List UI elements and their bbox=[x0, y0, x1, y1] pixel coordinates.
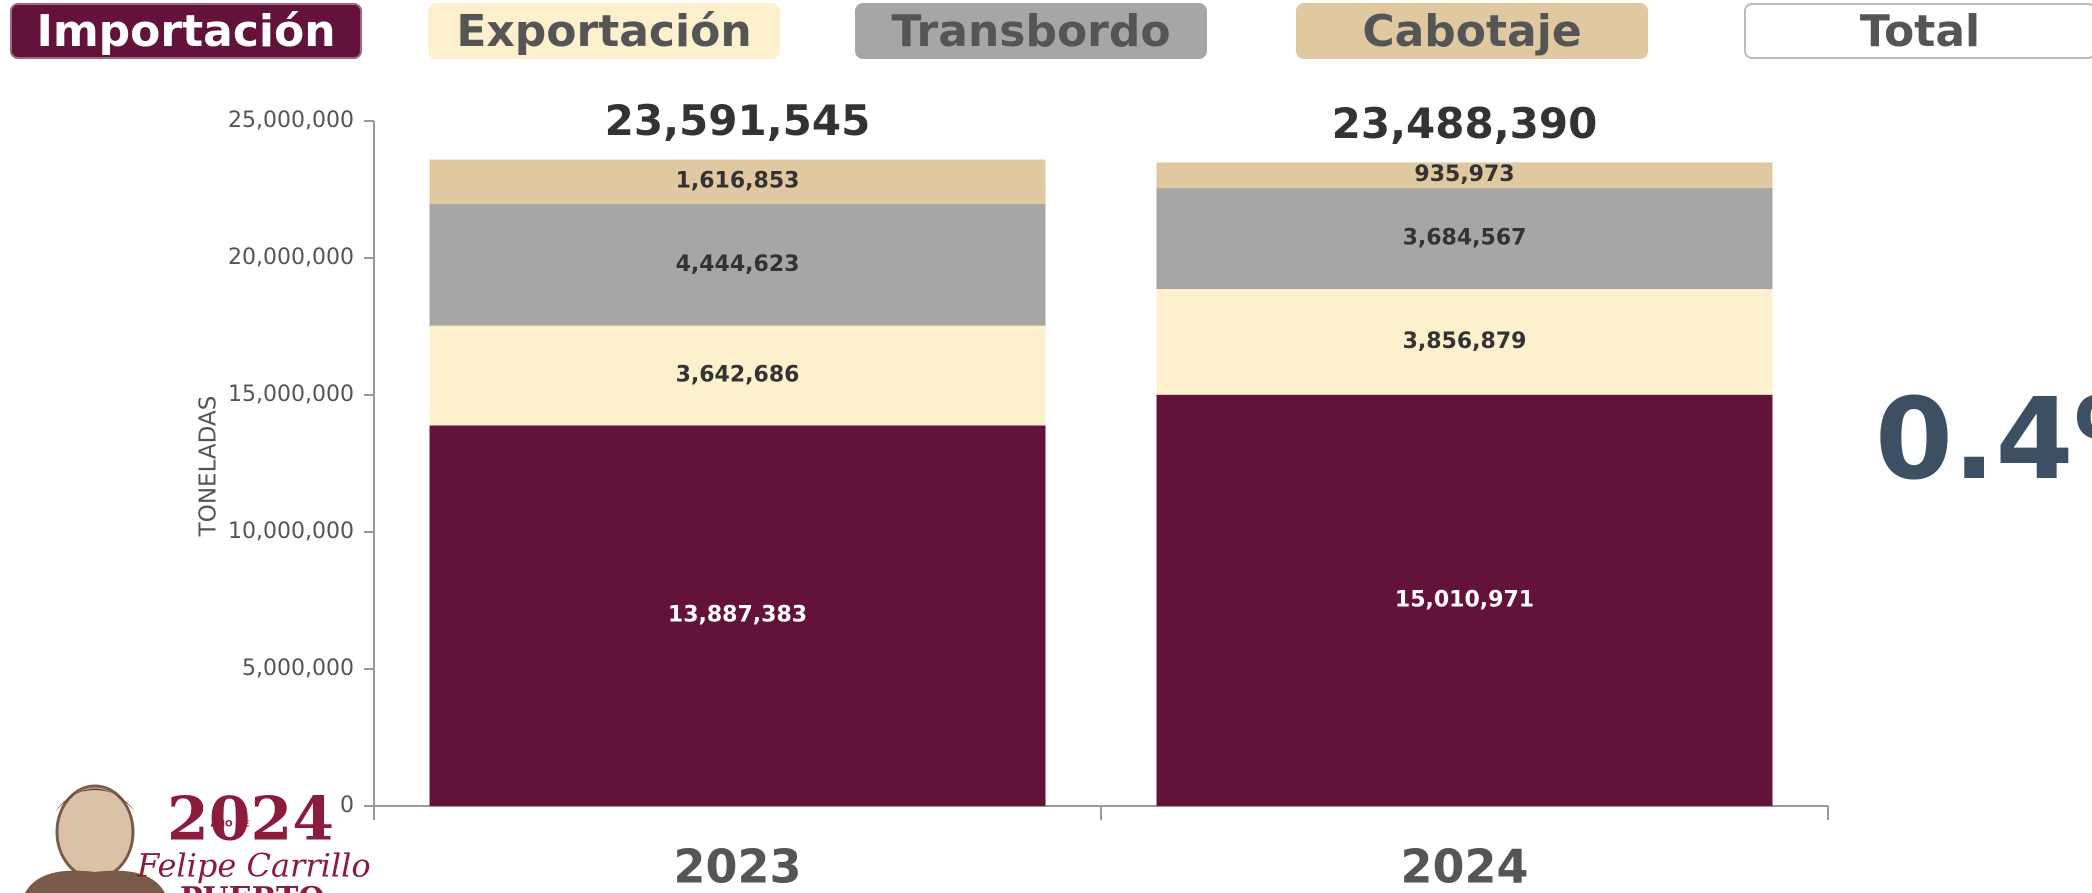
bar-segment bbox=[1156, 162, 1773, 189]
data-label: 1,616,853 bbox=[676, 169, 800, 194]
x-tick-label: 2024 bbox=[1400, 840, 1528, 893]
logo-year: 2024 bbox=[167, 785, 334, 855]
data-label: 15,010,971 bbox=[1395, 587, 1534, 612]
y-tick-label: 0 bbox=[340, 793, 354, 818]
legend-button[interactable]: Exportación bbox=[428, 3, 780, 59]
total-label: 23,488,390 bbox=[1332, 99, 1598, 148]
data-label: 3,642,686 bbox=[676, 363, 800, 388]
annotation: 0.4% bbox=[1875, 375, 2092, 505]
logo-portrait bbox=[55, 784, 135, 880]
data-label: 3,856,879 bbox=[1403, 329, 1527, 354]
logo-hair bbox=[55, 788, 135, 812]
data-label: 3,684,567 bbox=[1403, 226, 1527, 251]
bar-segment bbox=[429, 425, 1046, 806]
data-label: 4,444,623 bbox=[676, 252, 800, 277]
legend-button[interactable]: Cabotaje bbox=[1296, 3, 1648, 59]
bar-segment bbox=[1156, 188, 1773, 290]
logo-surname: PUERTO bbox=[180, 881, 324, 893]
total-label: 23,591,545 bbox=[605, 96, 871, 145]
bar-segment bbox=[429, 325, 1046, 426]
bar-segment bbox=[429, 159, 1046, 204]
legend-button[interactable]: Total bbox=[1744, 3, 2092, 59]
legend-button[interactable]: Transbordo bbox=[855, 3, 1207, 59]
bar-segment bbox=[1156, 289, 1773, 395]
data-label: 935,973 bbox=[1414, 162, 1514, 187]
y-tick-label: 15,000,000 bbox=[228, 382, 354, 407]
logo: 2024 AÑO DE Felipe Carrillo PUERTO bbox=[25, 784, 371, 893]
bar-segment bbox=[1156, 394, 1773, 806]
legend-button[interactable]: Importación bbox=[10, 3, 362, 59]
logo-prefix: AÑO DE bbox=[211, 819, 250, 830]
y-tick-label: 5,000,000 bbox=[242, 656, 354, 681]
y-tick-label: 25,000,000 bbox=[228, 108, 354, 133]
y-tick-label: 20,000,000 bbox=[228, 245, 354, 270]
logo-name: Felipe Carrillo bbox=[136, 847, 371, 885]
data-label: 13,887,383 bbox=[668, 603, 807, 628]
x-tick-label: 2023 bbox=[673, 840, 801, 893]
y-axis-label: TONELADAS bbox=[196, 396, 222, 538]
logo-shoulders bbox=[25, 870, 165, 893]
bar-segment bbox=[429, 203, 1046, 326]
y-tick-label: 10,000,000 bbox=[228, 519, 354, 544]
